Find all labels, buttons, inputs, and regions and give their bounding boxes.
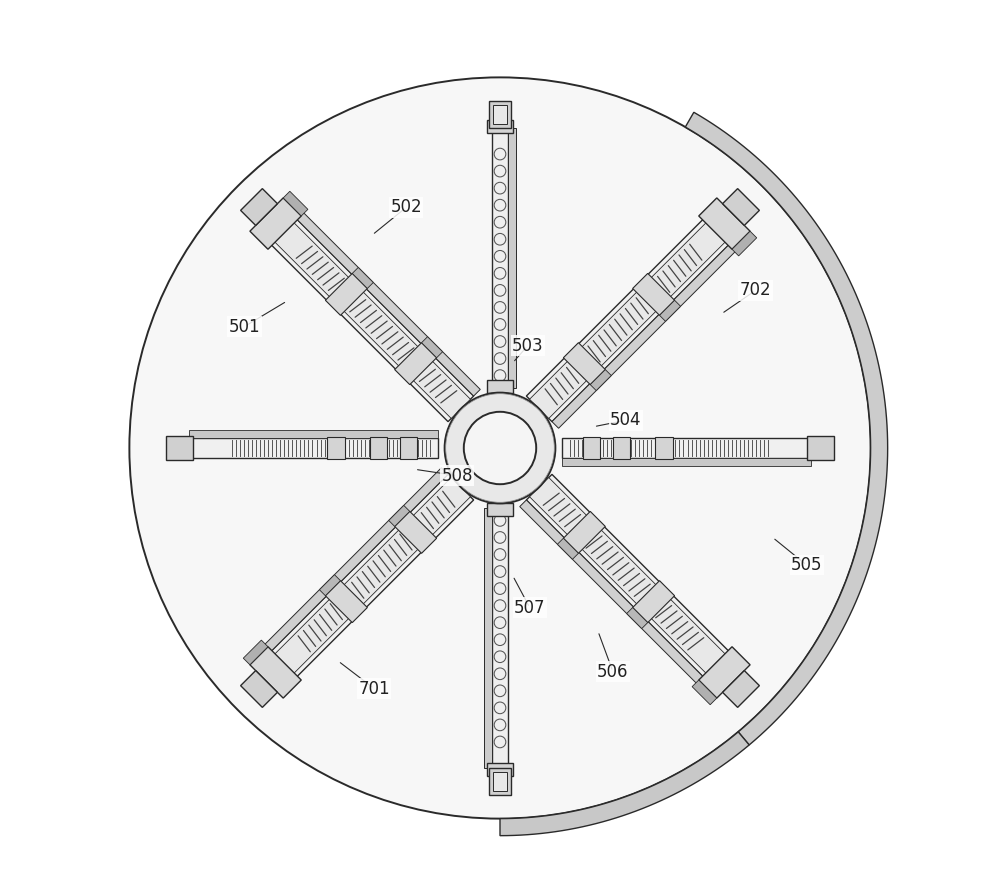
Polygon shape bbox=[250, 198, 301, 249]
Polygon shape bbox=[250, 647, 301, 698]
Circle shape bbox=[445, 392, 555, 504]
Polygon shape bbox=[487, 763, 513, 776]
Circle shape bbox=[129, 77, 871, 819]
Polygon shape bbox=[660, 300, 681, 322]
Polygon shape bbox=[563, 512, 605, 554]
Polygon shape bbox=[723, 670, 759, 708]
Polygon shape bbox=[508, 128, 516, 388]
Polygon shape bbox=[283, 191, 308, 216]
Polygon shape bbox=[562, 458, 811, 466]
Text: 502: 502 bbox=[390, 198, 422, 216]
Text: 503: 503 bbox=[512, 337, 544, 355]
Text: 701: 701 bbox=[359, 680, 390, 698]
Polygon shape bbox=[723, 188, 759, 226]
Polygon shape bbox=[484, 508, 492, 768]
Polygon shape bbox=[526, 474, 733, 681]
Polygon shape bbox=[633, 273, 675, 315]
Polygon shape bbox=[270, 219, 470, 418]
Polygon shape bbox=[583, 437, 600, 459]
Polygon shape bbox=[270, 478, 470, 677]
Polygon shape bbox=[557, 538, 578, 559]
Text: 504: 504 bbox=[610, 411, 641, 429]
Polygon shape bbox=[699, 647, 750, 698]
Polygon shape bbox=[327, 437, 345, 459]
Polygon shape bbox=[243, 640, 268, 665]
Polygon shape bbox=[241, 670, 277, 708]
Polygon shape bbox=[267, 474, 474, 681]
Polygon shape bbox=[395, 512, 437, 554]
Polygon shape bbox=[732, 231, 757, 256]
Polygon shape bbox=[487, 380, 513, 392]
Polygon shape bbox=[293, 209, 480, 396]
Polygon shape bbox=[352, 267, 373, 289]
Polygon shape bbox=[267, 215, 474, 422]
Polygon shape bbox=[261, 468, 448, 655]
Polygon shape bbox=[627, 607, 648, 629]
Polygon shape bbox=[520, 500, 707, 687]
Polygon shape bbox=[370, 437, 387, 459]
Polygon shape bbox=[489, 101, 511, 128]
Text: 702: 702 bbox=[740, 281, 771, 299]
Circle shape bbox=[464, 412, 536, 484]
Text: 508: 508 bbox=[442, 467, 473, 485]
Polygon shape bbox=[562, 438, 811, 458]
Text: 501: 501 bbox=[229, 317, 260, 336]
Polygon shape bbox=[487, 120, 513, 133]
Polygon shape bbox=[526, 215, 733, 422]
Polygon shape bbox=[166, 435, 193, 461]
Polygon shape bbox=[530, 219, 730, 418]
Text: 507: 507 bbox=[514, 599, 546, 616]
Polygon shape bbox=[319, 574, 340, 596]
Polygon shape bbox=[492, 128, 508, 388]
Polygon shape bbox=[189, 438, 438, 458]
Text: 506: 506 bbox=[597, 663, 629, 681]
Polygon shape bbox=[493, 771, 507, 791]
Polygon shape bbox=[489, 768, 511, 795]
Polygon shape bbox=[530, 478, 730, 677]
Polygon shape bbox=[633, 581, 675, 623]
Polygon shape bbox=[400, 437, 417, 459]
Polygon shape bbox=[422, 337, 443, 358]
Polygon shape bbox=[563, 342, 605, 384]
Polygon shape bbox=[685, 112, 888, 745]
Polygon shape bbox=[699, 198, 750, 249]
Polygon shape bbox=[395, 342, 437, 384]
Polygon shape bbox=[487, 504, 513, 516]
Polygon shape bbox=[492, 508, 508, 768]
Polygon shape bbox=[655, 437, 673, 459]
Polygon shape bbox=[807, 435, 834, 461]
Polygon shape bbox=[493, 105, 507, 125]
Text: 505: 505 bbox=[791, 556, 822, 574]
Polygon shape bbox=[613, 437, 630, 459]
Polygon shape bbox=[241, 188, 277, 226]
Polygon shape bbox=[590, 369, 611, 391]
Polygon shape bbox=[500, 732, 749, 836]
Polygon shape bbox=[389, 505, 410, 527]
Polygon shape bbox=[189, 430, 438, 438]
Polygon shape bbox=[552, 241, 739, 428]
Polygon shape bbox=[692, 680, 717, 705]
Polygon shape bbox=[325, 273, 367, 315]
Polygon shape bbox=[325, 581, 367, 623]
